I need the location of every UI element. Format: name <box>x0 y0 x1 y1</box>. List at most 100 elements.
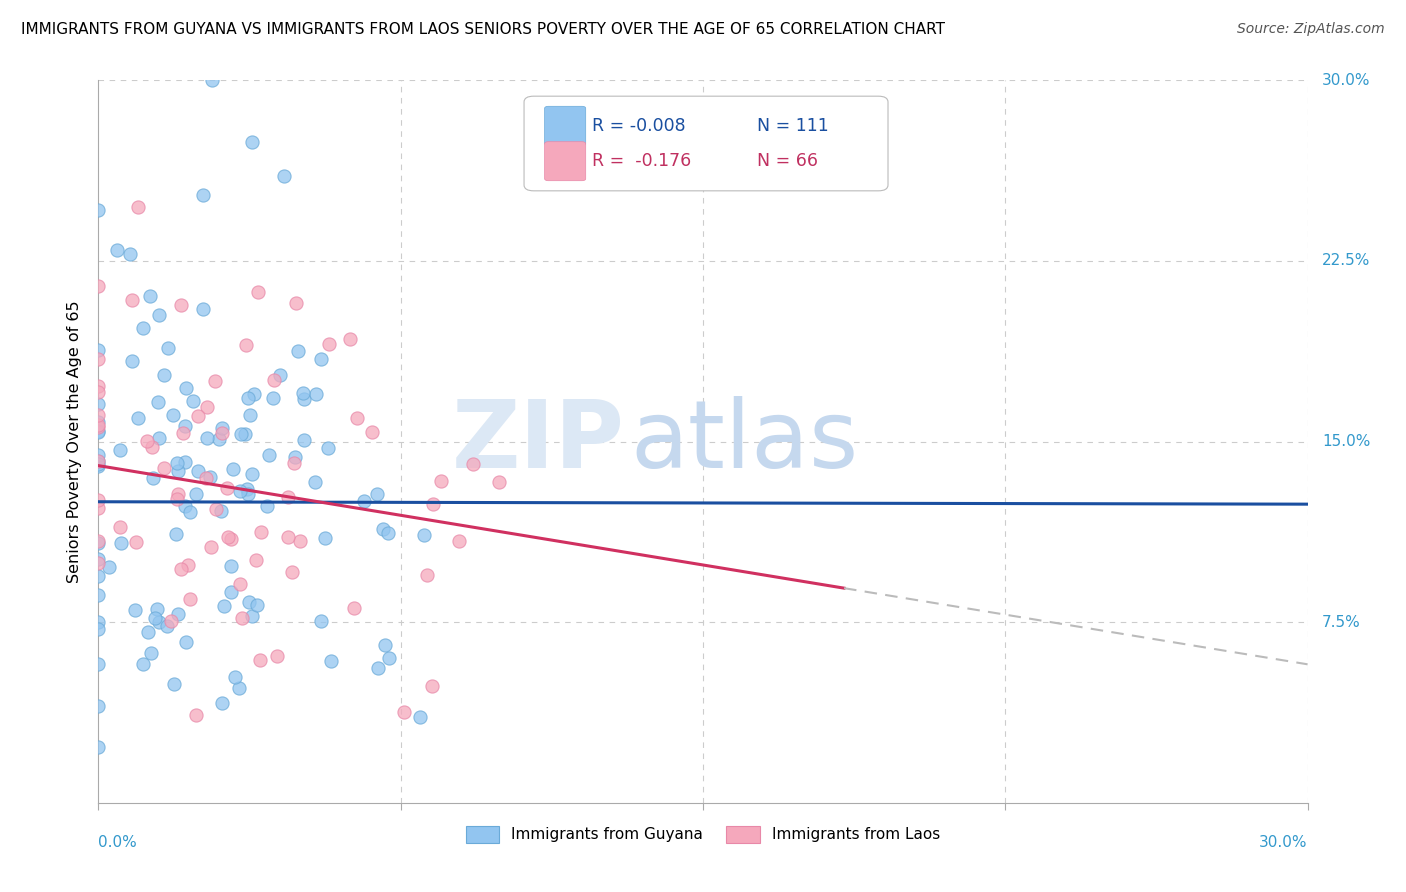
Point <box>343 601 366 615</box>
Point <box>170 562 193 576</box>
Point <box>87 420 110 434</box>
Text: IMMIGRANTS FROM GUYANA VS IMMIGRANTS FROM LAOS SENIORS POVERTY OVER THE AGE OF 6: IMMIGRANTS FROM GUYANA VS IMMIGRANTS FRO… <box>21 22 945 37</box>
Point <box>87 615 110 629</box>
Point <box>148 615 170 629</box>
Point <box>249 653 271 667</box>
Point <box>87 397 110 411</box>
Point <box>87 551 110 566</box>
Point <box>195 431 218 445</box>
Point <box>141 646 163 660</box>
Point <box>266 649 288 664</box>
Point <box>87 278 110 293</box>
Point <box>87 352 110 367</box>
Point <box>173 418 195 433</box>
Point <box>209 504 232 518</box>
Point <box>217 530 239 544</box>
Point <box>422 497 444 511</box>
Point <box>304 475 326 490</box>
Point <box>217 481 239 495</box>
Point <box>136 625 159 640</box>
Point <box>211 696 233 710</box>
Legend: Immigrants from Guyana, Immigrants from Laos: Immigrants from Guyana, Immigrants from … <box>460 820 946 849</box>
Point <box>167 464 190 478</box>
Point <box>366 487 388 501</box>
Point <box>249 524 271 539</box>
Point <box>87 418 110 433</box>
Y-axis label: Seniors Poverty Over the Age of 65: Seniors Poverty Over the Age of 65 <box>67 301 83 582</box>
Point <box>87 449 110 463</box>
FancyBboxPatch shape <box>544 142 586 181</box>
Point <box>195 401 218 415</box>
Point <box>262 391 284 405</box>
Point <box>285 295 308 310</box>
Point <box>314 531 336 545</box>
Text: R =  -0.176: R = -0.176 <box>592 153 690 170</box>
Point <box>187 464 209 478</box>
Point <box>87 622 110 636</box>
Point <box>346 411 368 425</box>
Point <box>167 487 190 501</box>
Point <box>392 705 415 719</box>
Point <box>118 247 141 261</box>
Text: 0.0%: 0.0% <box>98 835 138 850</box>
Point <box>166 456 188 470</box>
Point <box>283 456 305 470</box>
Point <box>378 651 401 665</box>
Point <box>222 462 245 476</box>
Point <box>239 408 262 422</box>
Text: 30.0%: 30.0% <box>1260 835 1308 850</box>
Point <box>87 698 110 713</box>
Point <box>156 618 179 632</box>
Point <box>208 432 231 446</box>
Point <box>231 611 253 625</box>
Point <box>212 599 235 613</box>
FancyBboxPatch shape <box>524 96 889 191</box>
Point <box>219 559 242 574</box>
Point <box>181 394 204 409</box>
Point <box>221 533 243 547</box>
Point <box>166 492 188 507</box>
Point <box>194 471 217 485</box>
FancyBboxPatch shape <box>544 106 586 145</box>
Point <box>413 528 436 542</box>
Point <box>87 588 110 602</box>
Point <box>311 614 333 628</box>
Point <box>105 243 128 257</box>
Point <box>132 657 155 672</box>
Text: ZIP: ZIP <box>451 395 624 488</box>
Point <box>461 457 484 471</box>
Point <box>263 373 285 387</box>
Point <box>87 556 110 570</box>
Point <box>162 408 184 422</box>
Point <box>238 595 260 609</box>
Point <box>87 343 110 357</box>
Point <box>87 379 110 393</box>
Point <box>174 635 197 649</box>
Point <box>292 392 315 406</box>
Point <box>305 387 328 401</box>
Point <box>169 298 191 312</box>
Point <box>143 611 166 625</box>
Point <box>179 592 201 607</box>
Point <box>447 534 470 549</box>
Point <box>87 457 110 471</box>
Point <box>309 352 332 367</box>
Point <box>240 467 263 481</box>
Point <box>211 426 233 441</box>
Text: atlas: atlas <box>630 395 859 488</box>
Point <box>367 661 389 675</box>
Point <box>224 670 246 684</box>
Point <box>87 424 110 438</box>
Point <box>191 302 214 317</box>
Point <box>229 484 252 499</box>
Point <box>200 540 222 554</box>
Point <box>176 558 198 572</box>
Point <box>277 490 299 504</box>
Point <box>153 460 176 475</box>
Point <box>179 505 201 519</box>
Point <box>198 470 221 484</box>
Point <box>166 607 188 621</box>
Point <box>211 420 233 434</box>
Point <box>142 471 165 485</box>
Point <box>87 453 110 467</box>
